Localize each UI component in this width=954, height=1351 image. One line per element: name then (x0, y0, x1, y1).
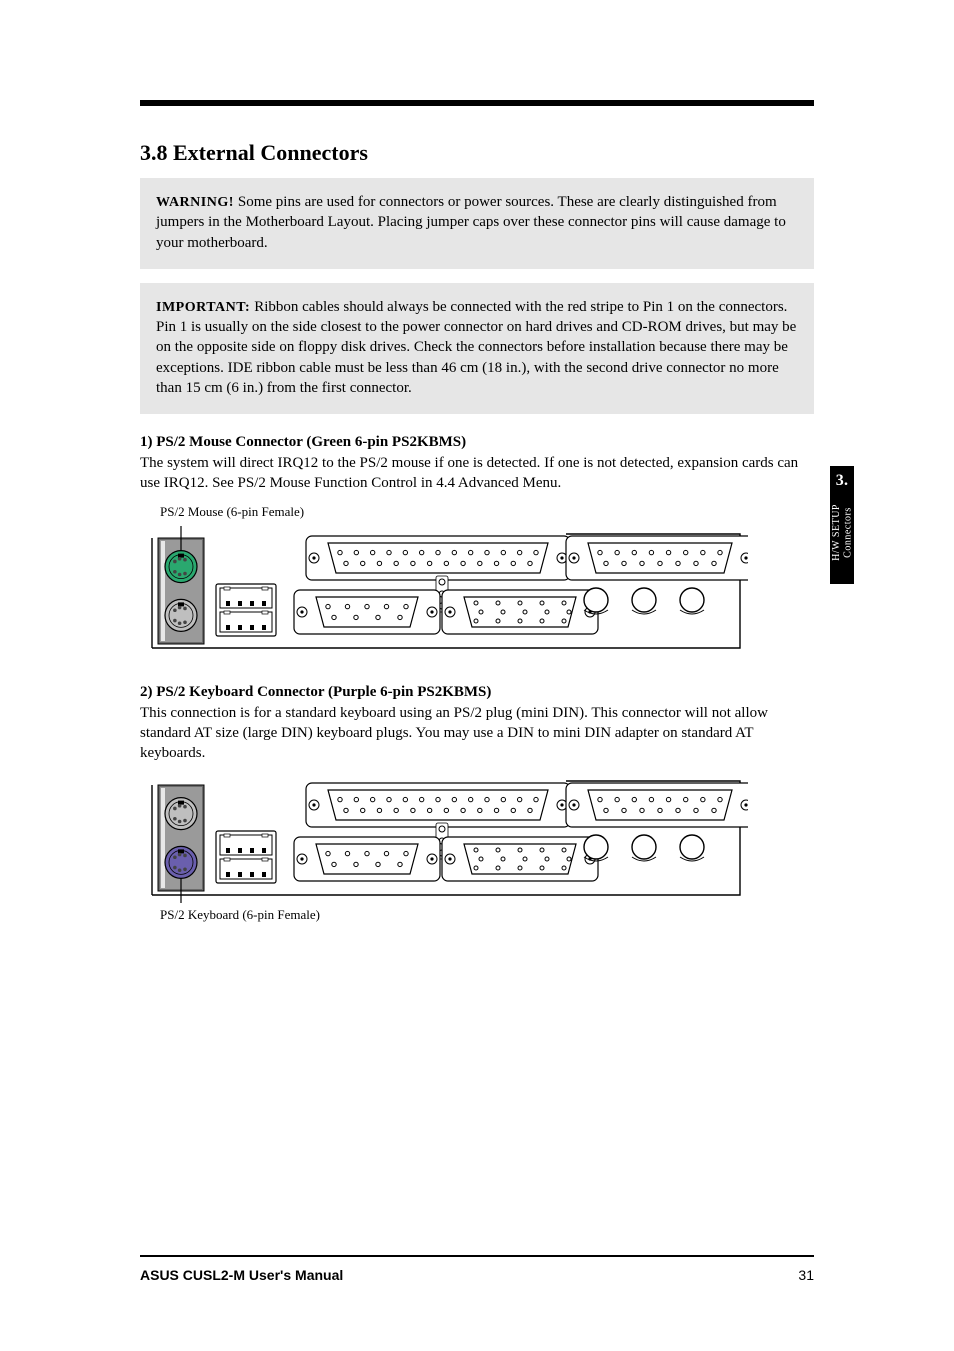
footer-rule (140, 1255, 814, 1257)
footer-right: 31 (798, 1267, 814, 1283)
side-tab: 3. H/W SETUPConnectors (830, 466, 854, 584)
side-tab-num: 3. (830, 472, 854, 490)
item-1-title: PS/2 Mouse Connector (Green 6-pin PS2KBM… (156, 434, 466, 450)
section-title: 3.8 External Connectors (140, 140, 814, 166)
top-rule (140, 100, 814, 106)
item-2-num: 2) (140, 684, 153, 700)
side-tab-label: H/W SETUP (831, 504, 842, 561)
item-1-head: 1) PS/2 Mouse Connector (Green 6-pin PS2… (140, 434, 814, 451)
item-2-head: 2) PS/2 Keyboard Connector (Purple 6-pin… (140, 684, 814, 701)
io-panel-svg-2 (140, 773, 748, 903)
item-2-title: PS/2 Keyboard Connector (Purple 6-pin PS… (156, 684, 491, 700)
side-tab-sub: Connectors (842, 508, 853, 559)
item-2-callout: PS/2 Keyboard (6-pin Female) (140, 907, 814, 923)
item-1-num: 1) (140, 434, 153, 450)
item-1-body: The system will direct IRQ12 to the PS/2… (140, 453, 814, 494)
item-1-callout: PS/2 Mouse (6-pin Female) (140, 504, 814, 520)
warning-caption: WARNING! (156, 195, 234, 210)
footer-left: ASUS CUSL2-M User's Manual (140, 1267, 343, 1283)
item-2-body: This connection is for a standard keyboa… (140, 703, 814, 764)
warning-text: Some pins are used for connectors or pow… (156, 194, 786, 251)
io-panel-svg-1 (140, 526, 748, 656)
important-box: IMPORTANT: Ribbon cables should always b… (140, 283, 814, 414)
warning-box: WARNING! Some pins are used for connecto… (140, 178, 814, 269)
footer: ASUS CUSL2-M User's Manual 31 (140, 1255, 814, 1283)
io-panel-1 (140, 526, 814, 656)
important-text: Ribbon cables should always be connected… (156, 299, 796, 396)
important-caption: IMPORTANT: (156, 300, 250, 315)
io-panel-2 (140, 773, 814, 903)
